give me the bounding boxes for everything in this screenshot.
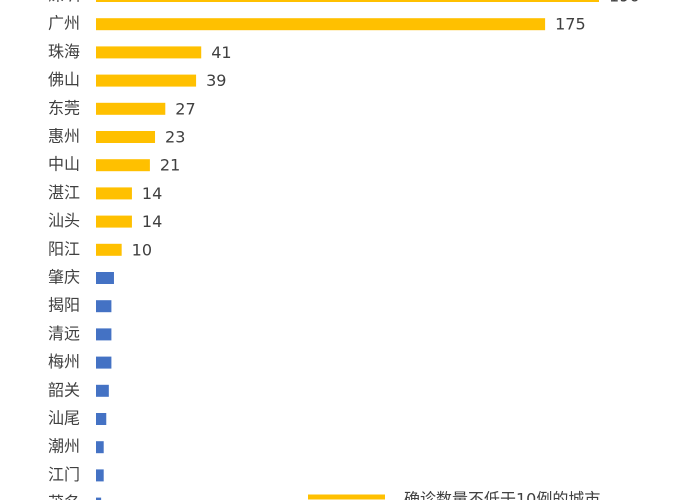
bar (96, 328, 112, 341)
category-label: 茂名 (48, 493, 80, 500)
bar (96, 0, 599, 2)
bar (96, 102, 166, 115)
bar (96, 384, 109, 397)
category-label: 潮州 (48, 437, 80, 456)
category-label: 东莞 (48, 98, 80, 117)
data-label: 39 (206, 71, 226, 90)
bar (96, 74, 197, 87)
category-label: 湛江 (48, 183, 80, 202)
category-label: 清远 (48, 324, 80, 343)
bar (96, 243, 122, 256)
category-label: 肇庆 (48, 268, 80, 287)
bar (96, 413, 107, 425)
bar (96, 46, 202, 59)
data-label: 196 (609, 0, 640, 6)
bar (96, 215, 132, 228)
bar (96, 18, 546, 31)
bar (96, 272, 114, 284)
category-label: 深圳 (48, 0, 80, 5)
category-label: 江门 (48, 465, 80, 484)
legend-label: 确诊数量不低于10例的城市 (404, 490, 600, 500)
data-label: 27 (175, 99, 195, 118)
bar (96, 441, 104, 454)
category-label: 广州 (48, 14, 80, 33)
category-label: 惠州 (48, 127, 80, 146)
data-label: 23 (165, 128, 185, 147)
bar (96, 300, 112, 313)
bar (96, 159, 150, 172)
category-label: 韶关 (48, 380, 80, 399)
category-label: 中山 (48, 155, 80, 174)
category-label: 佛山 (48, 70, 80, 89)
data-label: 14 (142, 212, 162, 231)
bar (96, 131, 156, 143)
data-label: 14 (142, 184, 162, 203)
category-label: 汕尾 (48, 409, 80, 428)
bar (96, 356, 112, 369)
category-label: 揭阳 (48, 296, 80, 315)
data-label: 41 (211, 43, 231, 62)
bar (96, 469, 104, 482)
category-label: 汕头 (48, 211, 80, 230)
category-label: 阳江 (48, 239, 80, 258)
category-label: 梅州 (48, 352, 80, 371)
bar (96, 187, 132, 200)
data-label: 10 (132, 240, 152, 259)
data-label: 21 (160, 156, 180, 175)
data-label: 175 (555, 15, 586, 34)
bar (96, 497, 102, 500)
category-label: 珠海 (48, 42, 80, 61)
